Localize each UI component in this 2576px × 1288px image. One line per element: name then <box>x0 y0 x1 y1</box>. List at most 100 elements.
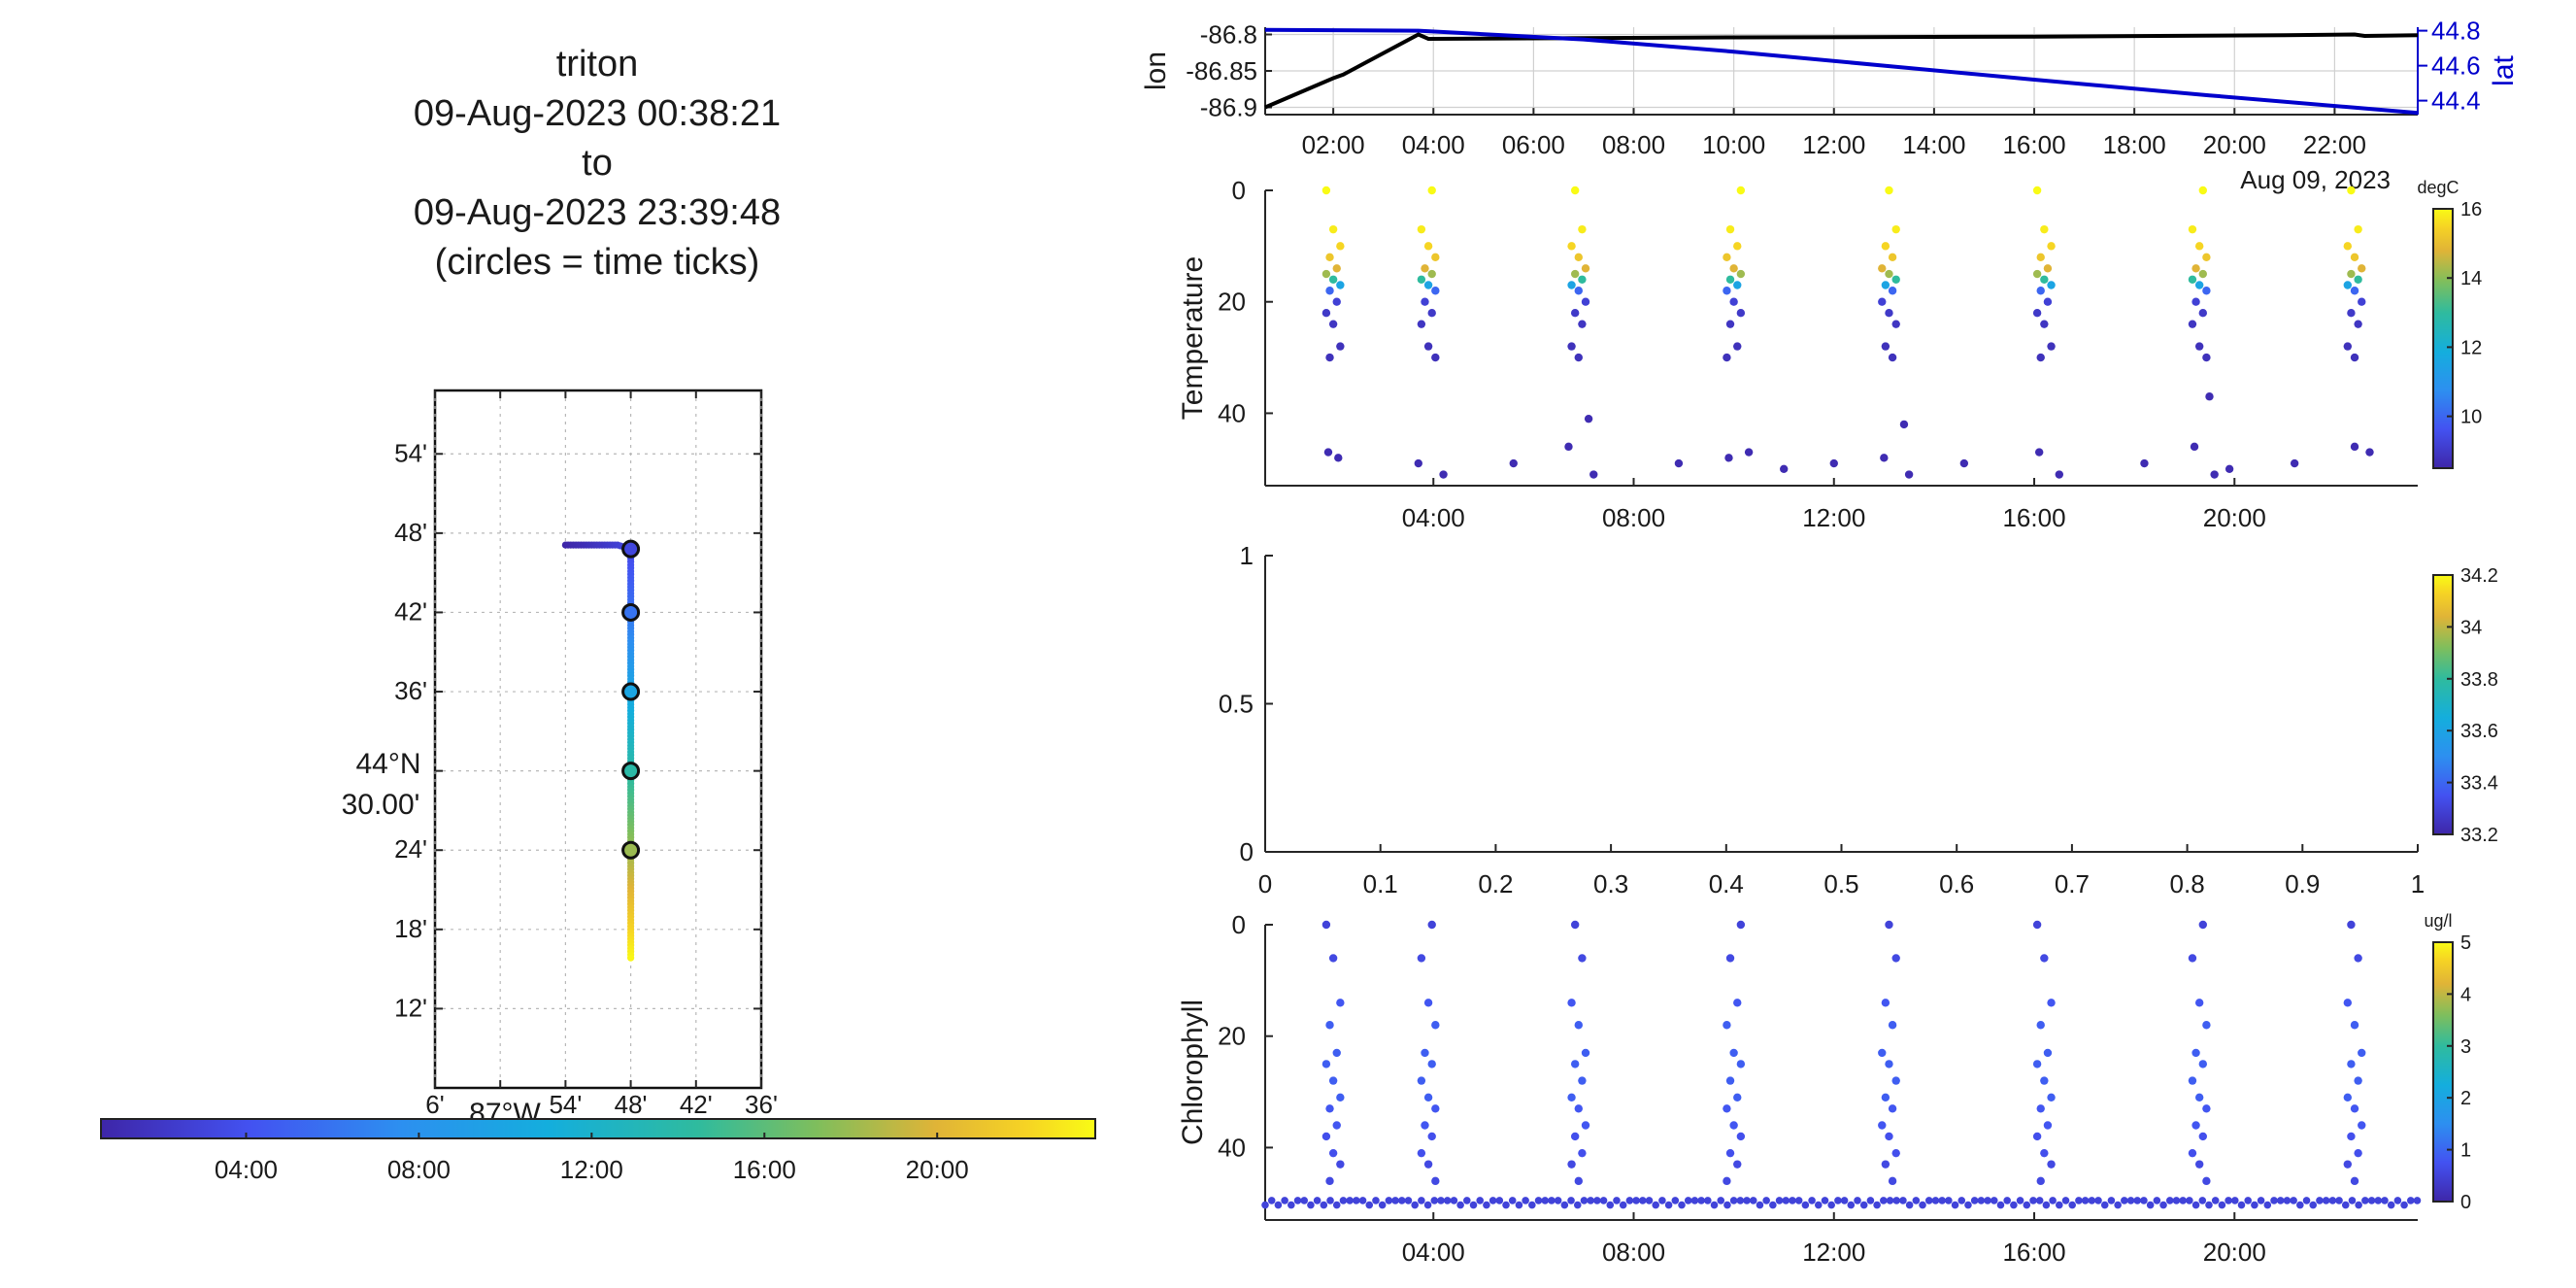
temperature-colorbar <box>2432 208 2454 469</box>
chlorophyll-point <box>2133 1197 2142 1204</box>
temperature-point <box>1725 275 1735 284</box>
lat-y-tick-label: 44.6 <box>2431 51 2481 81</box>
lon-axis-label: lon <box>1140 51 1172 90</box>
chlorophyll-point <box>1397 1197 1406 1204</box>
temperature-point <box>2191 264 2200 273</box>
temperature-point <box>2350 442 2359 452</box>
temperature-point <box>1431 353 1440 362</box>
chlorophyll-point <box>1358 1197 1367 1204</box>
lon-series-line <box>1264 32 2419 110</box>
chlorophyll-point <box>1336 1093 1345 1102</box>
title-line: 09-Aug-2023 23:39:48 <box>414 192 781 233</box>
map-lat-tick-label: 48' <box>394 518 427 547</box>
chlorophyll-point <box>1733 999 1742 1007</box>
chlorophyll-point <box>1729 1197 1738 1204</box>
temperature-point <box>2194 242 2204 251</box>
temperature-point <box>1417 224 1426 234</box>
map-time-circle <box>621 682 641 701</box>
title-line: triton <box>556 44 638 85</box>
chlorophyll-point <box>1892 1197 1901 1204</box>
chlorophyll-point <box>2194 999 2204 1007</box>
temperature-point <box>1423 242 1433 251</box>
chlorophyll-point <box>1307 1201 1315 1209</box>
chlorophyll-point <box>1570 1132 1580 1141</box>
chlorophyll-point <box>2036 1176 2045 1186</box>
empty-x-tick-label: 0.1 <box>1363 869 1398 898</box>
chlorophyll-point <box>1570 1060 1580 1068</box>
chlorophyll-point <box>1313 1197 1321 1204</box>
chlorophyll-point <box>2049 1197 2057 1204</box>
lon-lat-panel: 02:00 04:00 06:00 08:00 10:00 12:00 14:00 16:00… <box>1140 17 2520 194</box>
empty-x-tick-label: 0.8 <box>2170 869 2205 898</box>
time-colorbar-ticks: 04:00 08:00 12:00 16:00 20:00 <box>215 1133 969 1184</box>
chlorophyll-point <box>1567 1160 1576 1169</box>
temperature-point <box>2205 392 2214 401</box>
temperature-point <box>1423 281 1433 289</box>
chlorophyll-point <box>1508 1197 1517 1204</box>
chlorophyll-point <box>2068 1201 2077 1209</box>
chlorophyll-point <box>2094 1197 2102 1204</box>
chlorophyll-point <box>1421 1048 1429 1058</box>
temperature-point <box>1323 448 1333 457</box>
chlorophyll-point <box>2347 1060 2356 1068</box>
chlorophyll-point <box>1328 1076 1338 1085</box>
chlorophyll-point <box>1905 1201 1914 1209</box>
chlorophyll-point <box>1789 1197 1796 1204</box>
chlorophyll-point <box>1541 1197 1550 1204</box>
track-map: 54' 48' 42' 36' 24' 18' 12' 6' 54' 48' 42' 36' 44°N… <box>342 389 778 1130</box>
chlorophyll-point <box>2159 1201 2167 1209</box>
chlorophyll-point <box>2040 1076 2049 1085</box>
chlorophyll-point <box>1710 1201 1719 1209</box>
chlorophyll-point <box>2296 1201 2304 1209</box>
chlorophyll-point <box>1723 1176 1731 1186</box>
chlorophyll-point <box>1625 1197 1634 1204</box>
temperature-point <box>2343 281 2353 289</box>
chlorophyll-point <box>2172 1197 2181 1204</box>
chlorophyll-point <box>1267 1197 1276 1204</box>
chlorophyll-point <box>1321 1060 1331 1068</box>
chlorophyll-point <box>1554 1197 1562 1204</box>
chlorophyll-point <box>2202 1176 2211 1186</box>
chlorophyll-point <box>2047 999 2056 1007</box>
chlorophyll-point <box>1725 954 1735 963</box>
empty-colorbar-tick-label: 34.2 <box>2460 565 2498 587</box>
temperature-point <box>2188 320 2197 328</box>
temperature-point <box>2036 353 2045 362</box>
chlorophyll-point <box>2257 1197 2265 1204</box>
chlorophyll-point <box>1733 1093 1742 1102</box>
chlorophyll-point <box>1664 1201 1673 1209</box>
temperature-point <box>1431 253 1440 262</box>
chlorophyll-point <box>1325 1104 1334 1113</box>
chlorophyll-point <box>1729 1048 1738 1058</box>
chlorophyll-point <box>1704 1197 1712 1204</box>
chlorophyll-point <box>1899 1197 1907 1204</box>
chlorophyll-point <box>2043 1121 2053 1130</box>
chlorophyll-point <box>2032 1060 2042 1068</box>
temperature-panel: 04:00 08:00 12:00 16:00 20:00 0 20 40 Temperatur… <box>1177 176 2482 532</box>
temperature-colorbar-tick-label: 12 <box>2460 337 2482 358</box>
title-line: to <box>582 143 613 184</box>
chlorophyll-point <box>1300 1197 1309 1204</box>
map-lat-tick-label: 18' <box>394 914 427 943</box>
chlorophyll-point <box>1274 1201 1283 1209</box>
chlorophyll-point <box>2121 1197 2128 1204</box>
temperature-point <box>1891 275 1900 284</box>
chlorophyll-point <box>2361 1197 2369 1204</box>
chlorophyll-point <box>2126 1197 2135 1204</box>
temperature-point <box>2040 224 2049 234</box>
chlorophyll-point <box>1733 1160 1742 1169</box>
chlorophyll-point <box>1450 1197 1458 1204</box>
chlorophyll-point <box>1427 920 1436 930</box>
chlorophyll-point <box>1725 1076 1735 1085</box>
temperature-point <box>1567 342 1576 351</box>
chlorophyll-point <box>2191 1201 2200 1209</box>
chlorophyll-point <box>2100 1201 2109 1209</box>
lon-lat-x-tick-label: 14:00 <box>1902 130 1965 159</box>
chlorophyll-point <box>1878 1048 1887 1058</box>
chlorophyll-point <box>1489 1197 1497 1204</box>
temperature-point <box>2191 297 2200 306</box>
title-line: (circles = time ticks) <box>435 242 760 283</box>
chlorophyll-point <box>1372 1197 1380 1204</box>
chlorophyll-point <box>2029 1197 2037 1204</box>
chlorophyll-point <box>1891 1076 1900 1085</box>
